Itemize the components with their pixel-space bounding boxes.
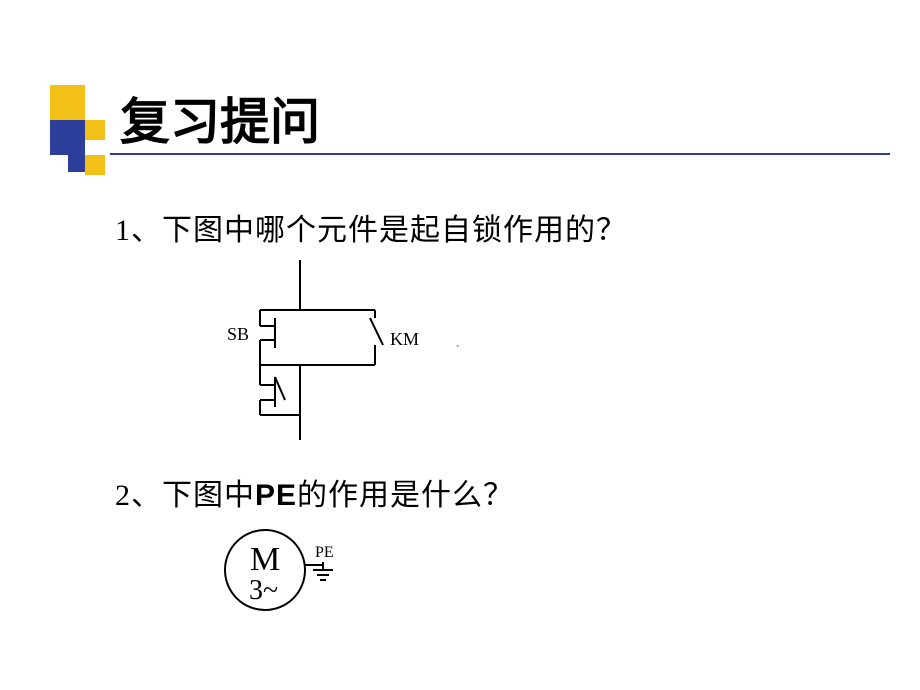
watermark-dot: . <box>455 330 461 353</box>
circuit-diagram-2: M 3~ PE <box>215 515 415 625</box>
question-2-text: 2、下图中PE的作用是什么？ <box>115 470 514 514</box>
circuit-diagram-1: SB KM <box>225 260 455 440</box>
q2-prefix: 2、下图中 <box>115 479 255 512</box>
label-sb: SB <box>227 324 249 344</box>
label-m: M <box>250 541 280 578</box>
q2-pe: PE <box>255 479 297 512</box>
label-km: KM <box>390 329 419 349</box>
label-3tilde: 3~ <box>249 575 278 606</box>
question-1-text: 1、下图中哪个元件是起自锁作用的？ <box>115 205 627 249</box>
deco-square <box>68 155 85 172</box>
deco-square <box>50 120 85 155</box>
title-decoration <box>30 85 110 195</box>
q2-suffix: 的作用是什么？ <box>297 479 514 512</box>
deco-square <box>50 85 85 120</box>
deco-square <box>85 155 105 175</box>
page-title: 复习提问 <box>120 82 320 154</box>
title-underline <box>110 153 890 155</box>
label-pe: PE <box>315 544 334 561</box>
deco-square <box>85 120 105 140</box>
